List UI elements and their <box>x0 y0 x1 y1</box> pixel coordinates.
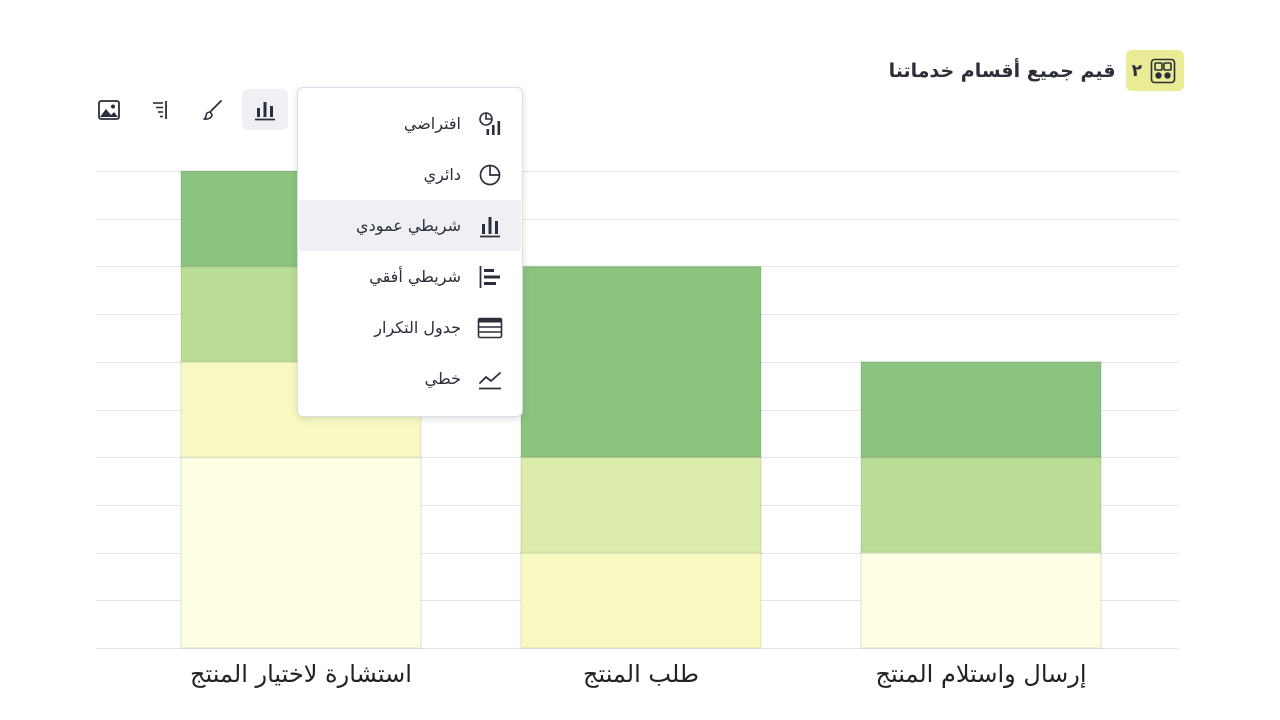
image-button[interactable] <box>86 89 132 130</box>
menu-item-line[interactable]: خطي <box>299 353 521 404</box>
menu-item-label: شريطي أفقي <box>369 267 461 286</box>
style-button[interactable] <box>190 89 236 130</box>
sort-button[interactable] <box>138 89 184 130</box>
menu-item-label: افتراضي <box>403 114 461 133</box>
chart-type-button[interactable] <box>242 89 288 130</box>
category-label: إرسال واستلام المنتج <box>875 660 1087 688</box>
question-title: قيم جميع أقسام خدماتنا <box>888 59 1116 82</box>
horizontal-bar-icon <box>479 265 500 288</box>
sort-lines-icon <box>153 100 167 119</box>
line-chart-icon <box>479 371 501 389</box>
menu-item-pie[interactable]: دائري <box>299 149 521 200</box>
menu-item-vertical-bar[interactable]: شريطي عمودي <box>299 200 521 251</box>
bar-segment <box>520 456 762 554</box>
menu-item-default[interactable]: افتراضي <box>299 98 521 149</box>
pie-chart-icon <box>479 164 501 185</box>
matrix-grid-icon <box>1150 58 1176 83</box>
default-chart-icon <box>479 111 501 135</box>
question-badge: ٢ <box>1125 50 1184 91</box>
menu-item-label: جدول التكرار <box>374 318 461 337</box>
bar-segment <box>860 551 1102 649</box>
bar-segment <box>520 551 762 649</box>
question-header: ٢ قيم جميع أقسام خدماتنا <box>889 50 1184 91</box>
menu-item-label: شريطي عمودي <box>356 216 461 235</box>
bar-segment <box>860 360 1102 459</box>
menu-item-label: خطي <box>424 369 461 388</box>
category-label: استشارة لاختيار المنتج <box>190 660 412 688</box>
bar-segment <box>860 456 1102 554</box>
brush-icon <box>203 99 222 120</box>
bar-segment <box>180 456 422 650</box>
menu-item-horizontal-bar[interactable]: شريطي أفقي <box>299 251 521 302</box>
menu-item-label: دائري <box>423 165 461 184</box>
category-label: طلب المنتج <box>582 660 700 688</box>
menu-item-frequency-table[interactable]: جدول التكرار <box>299 302 521 353</box>
question-number: ٢ <box>1131 60 1142 81</box>
table-icon <box>477 317 503 338</box>
bar-segment <box>520 265 762 459</box>
chart-toolbar <box>86 89 288 130</box>
chart-type-menu: افتراضي دائري شريطي عمودي شريطي أفقي <box>297 87 523 417</box>
image-icon <box>98 99 120 120</box>
vertical-bar-icon <box>480 216 500 237</box>
bar-chart-icon <box>255 101 275 120</box>
